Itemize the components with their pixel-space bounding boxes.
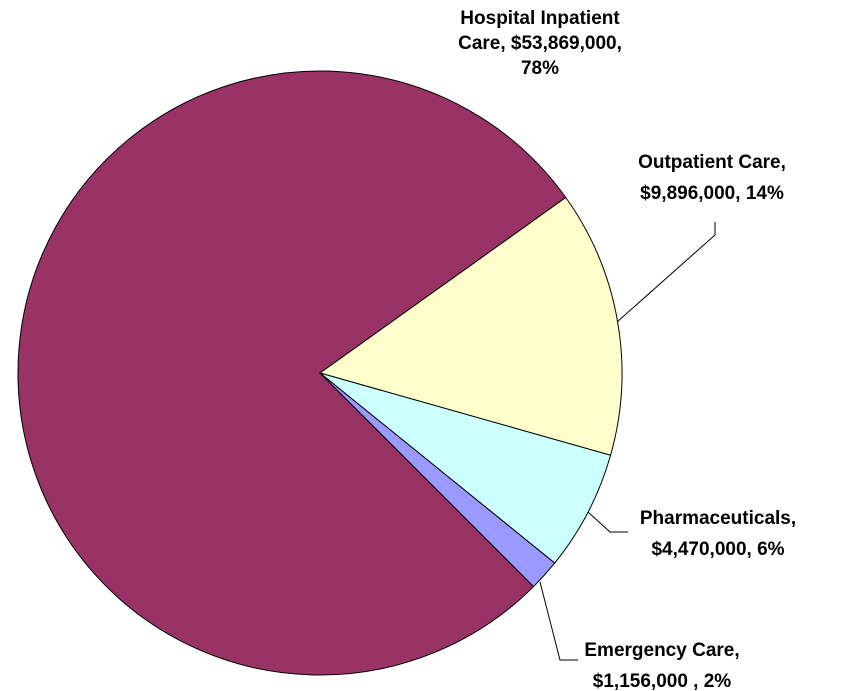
- leader-line: [587, 511, 628, 533]
- percent-label: 78%: [520, 58, 560, 79]
- percent-label: 6%: [757, 539, 785, 560]
- percent-label: 2%: [703, 671, 732, 691]
- leader-line: [539, 581, 578, 661]
- value-label: $1,156,000 ,: [592, 671, 699, 691]
- slice-label: Outpatient Care, $9,896,000, 14%: [612, 147, 812, 209]
- slice-label: Pharmaceuticals, $4,470,000, 6%: [626, 503, 810, 565]
- value-label: $53,869,000,: [510, 33, 622, 54]
- slice-label: Hospital Inpatient Care, $53,869,000, 78…: [440, 6, 640, 81]
- category-label: Outpatient Care,: [638, 152, 786, 173]
- pie-slice: [319, 372, 556, 588]
- value-label: $9,896,000,: [640, 183, 741, 204]
- percent-label: 14%: [745, 183, 784, 204]
- category-label: Hospital Inpatient Care,: [458, 8, 620, 54]
- category-label: Pharmaceuticals,: [639, 508, 797, 529]
- value-label: $4,470,000,: [651, 539, 752, 560]
- leader-line: [616, 222, 716, 323]
- slice-label: Emergency Care, $1,156,000 , 2%: [572, 635, 752, 691]
- pie-slice: [17, 70, 567, 676]
- category-label: Emergency Care,: [584, 640, 740, 661]
